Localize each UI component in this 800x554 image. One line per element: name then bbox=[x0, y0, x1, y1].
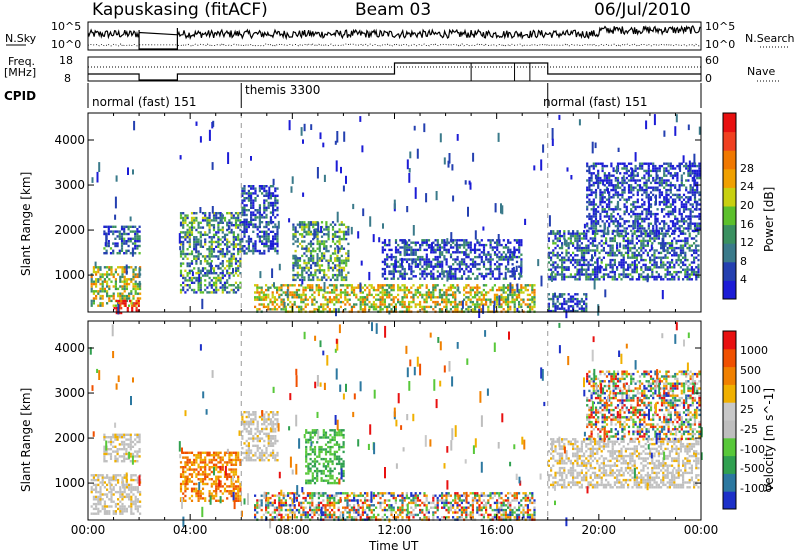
cpid-segment-1: normal (fast) 151 bbox=[92, 95, 197, 109]
velocity-colorbar-tick-3: 25 bbox=[740, 403, 754, 417]
nsky-series-line bbox=[87, 25, 701, 41]
colorbar-swatch-0-0 bbox=[723, 280, 736, 300]
nsearch-tick-low: 10^0 bbox=[705, 38, 736, 51]
nave-tick-low: 0 bbox=[705, 72, 712, 85]
nsky-tick-high: 10^5 bbox=[51, 20, 82, 33]
heatmap-panel-0 bbox=[87, 112, 702, 319]
freq-series-line bbox=[88, 62, 701, 81]
velocity-colorbar-tick-2: 100 bbox=[740, 383, 761, 397]
nsky-panel-frame bbox=[87, 21, 702, 51]
colorbar-swatch-1-4 bbox=[723, 420, 736, 439]
nsky-label: N.Sky bbox=[5, 32, 37, 45]
colorbar-swatch-0-2 bbox=[723, 243, 736, 263]
colorbar-swatch-0-4 bbox=[723, 206, 736, 226]
power-colorbar-tick-0: 4 bbox=[740, 273, 747, 287]
velocity-colorbar-tick-0: 1000 bbox=[740, 343, 768, 357]
y-tick-label-1-0: 1000 bbox=[54, 476, 85, 491]
colorbar-swatch-0-6 bbox=[723, 168, 736, 188]
colorbar-swatch-0-1 bbox=[723, 261, 736, 281]
power-colorbar-tick-4: 20 bbox=[740, 199, 754, 212]
beam-title: Beam 03 bbox=[355, 0, 432, 20]
power-colorbar-tick-6: 28 bbox=[740, 161, 754, 175]
freq-tick-low: 8 bbox=[64, 72, 71, 85]
date-title: 06/Jul/2010 bbox=[594, 0, 691, 20]
cpid-segment-3: normal (fast) 151 bbox=[543, 95, 648, 109]
x-tick-label-2: 08:00 bbox=[275, 523, 310, 537]
colorbar-swatch-0-3 bbox=[723, 224, 736, 244]
velocity-colorbar-tick-7: -1000 bbox=[740, 482, 772, 496]
power-colorbar-tick-1: 8 bbox=[740, 254, 747, 268]
y-tick-label-0-3: 4000 bbox=[54, 133, 85, 147]
heatmap-panel-1 bbox=[87, 320, 703, 529]
y-axis-label-power: Slant Range [km] bbox=[19, 171, 33, 276]
power-colorbar-tick-5: 24 bbox=[740, 180, 754, 194]
y-tick-label-0-1: 2000 bbox=[54, 223, 85, 238]
nave-label: Nave bbox=[747, 65, 776, 78]
colorbar-swatch-1-8 bbox=[723, 348, 736, 368]
colorbar-swatch-0-5 bbox=[723, 187, 736, 207]
echo-cells-0 bbox=[90, 114, 701, 319]
colorbar-swatch-1-5 bbox=[723, 402, 736, 421]
colorbar-swatch-1-2 bbox=[723, 455, 736, 474]
velocity-colorbar-tick-1: 500 bbox=[740, 363, 761, 377]
nave-tick-high: 60 bbox=[705, 54, 719, 67]
colorbar-frame-0 bbox=[722, 112, 737, 300]
y-tick-label-1-2: 3000 bbox=[54, 386, 85, 401]
colorbar-swatch-0-8 bbox=[723, 131, 736, 151]
power-colorbar-tick-3: 16 bbox=[740, 217, 754, 231]
nsky-tick-low: 10^0 bbox=[51, 38, 82, 51]
colorbar-swatch-0-9 bbox=[723, 113, 736, 133]
velocity-colorbar-tick-5: -100 bbox=[740, 442, 765, 456]
colorbar-0 bbox=[722, 112, 737, 300]
velocity-colorbar-tick-6: -500 bbox=[740, 462, 765, 476]
freq-tick-high: 18 bbox=[59, 54, 73, 67]
y-tick-label-1-1: 2000 bbox=[54, 431, 85, 446]
velocity-colorbar-tick-4: -25 bbox=[740, 422, 758, 436]
x-tick-label-0: 00:00 bbox=[70, 523, 106, 537]
colorbar-1 bbox=[722, 330, 737, 510]
cpid-segment-2: themis 3300 bbox=[245, 83, 321, 97]
x-tick-label-3: 12:00 bbox=[377, 523, 412, 537]
colorbar-swatch-1-7 bbox=[723, 366, 736, 385]
y-axis-label-velocity: Slant Range [km] bbox=[19, 387, 33, 492]
freq-unit: [MHz] bbox=[4, 66, 37, 79]
x-axis-label: Time UT bbox=[369, 539, 419, 553]
x-tick-label-6: 00:00 bbox=[683, 523, 719, 537]
y-tick-label-0-0: 1000 bbox=[54, 268, 85, 283]
freq-label: Freq. bbox=[8, 55, 36, 68]
cpid-label: CPID bbox=[4, 89, 37, 103]
echo-cells-1 bbox=[89, 322, 703, 529]
nsearch-series-line bbox=[87, 43, 701, 47]
colorbar-swatch-1-6 bbox=[723, 384, 736, 403]
freq-panel-frame bbox=[87, 56, 702, 82]
colorbar-swatch-1-9 bbox=[723, 331, 736, 350]
station-title: Kapuskasing (fitACF) bbox=[92, 0, 268, 20]
colorbar-swatch-1-0 bbox=[723, 491, 736, 510]
nsearch-label: N.Search bbox=[745, 32, 795, 45]
x-tick-label-4: 16:00 bbox=[479, 523, 514, 537]
colorbar-label-power: Power [dB] bbox=[762, 186, 776, 252]
power-colorbar-tick-2: 12 bbox=[740, 236, 754, 250]
x-tick-label-1: 04:00 bbox=[172, 523, 208, 537]
nsearch-tick-high: 10^5 bbox=[705, 20, 736, 33]
y-tick-label-1-3: 4000 bbox=[54, 341, 85, 355]
colorbar-swatch-1-3 bbox=[723, 437, 736, 457]
nsky-data-gap bbox=[138, 28, 178, 50]
x-tick-label-5: 20:00 bbox=[581, 523, 617, 537]
colorbar-frame-1 bbox=[722, 330, 737, 510]
colorbar-swatch-1-1 bbox=[723, 473, 736, 492]
colorbar-label-velocity: Velocity [m s^-1] bbox=[762, 387, 776, 492]
y-tick-label-0-2: 3000 bbox=[54, 178, 85, 193]
colorbar-swatch-0-7 bbox=[723, 150, 736, 170]
